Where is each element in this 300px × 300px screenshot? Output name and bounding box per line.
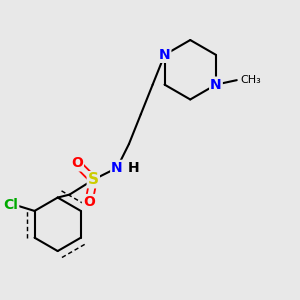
Text: Cl: Cl (3, 198, 18, 212)
Text: N: N (111, 161, 123, 175)
Text: H: H (128, 161, 139, 175)
Text: CH₃: CH₃ (240, 75, 261, 85)
Text: N: N (210, 78, 222, 92)
Text: S: S (88, 172, 99, 187)
Text: O: O (71, 156, 83, 170)
Text: N: N (159, 48, 170, 62)
Text: O: O (83, 195, 95, 209)
